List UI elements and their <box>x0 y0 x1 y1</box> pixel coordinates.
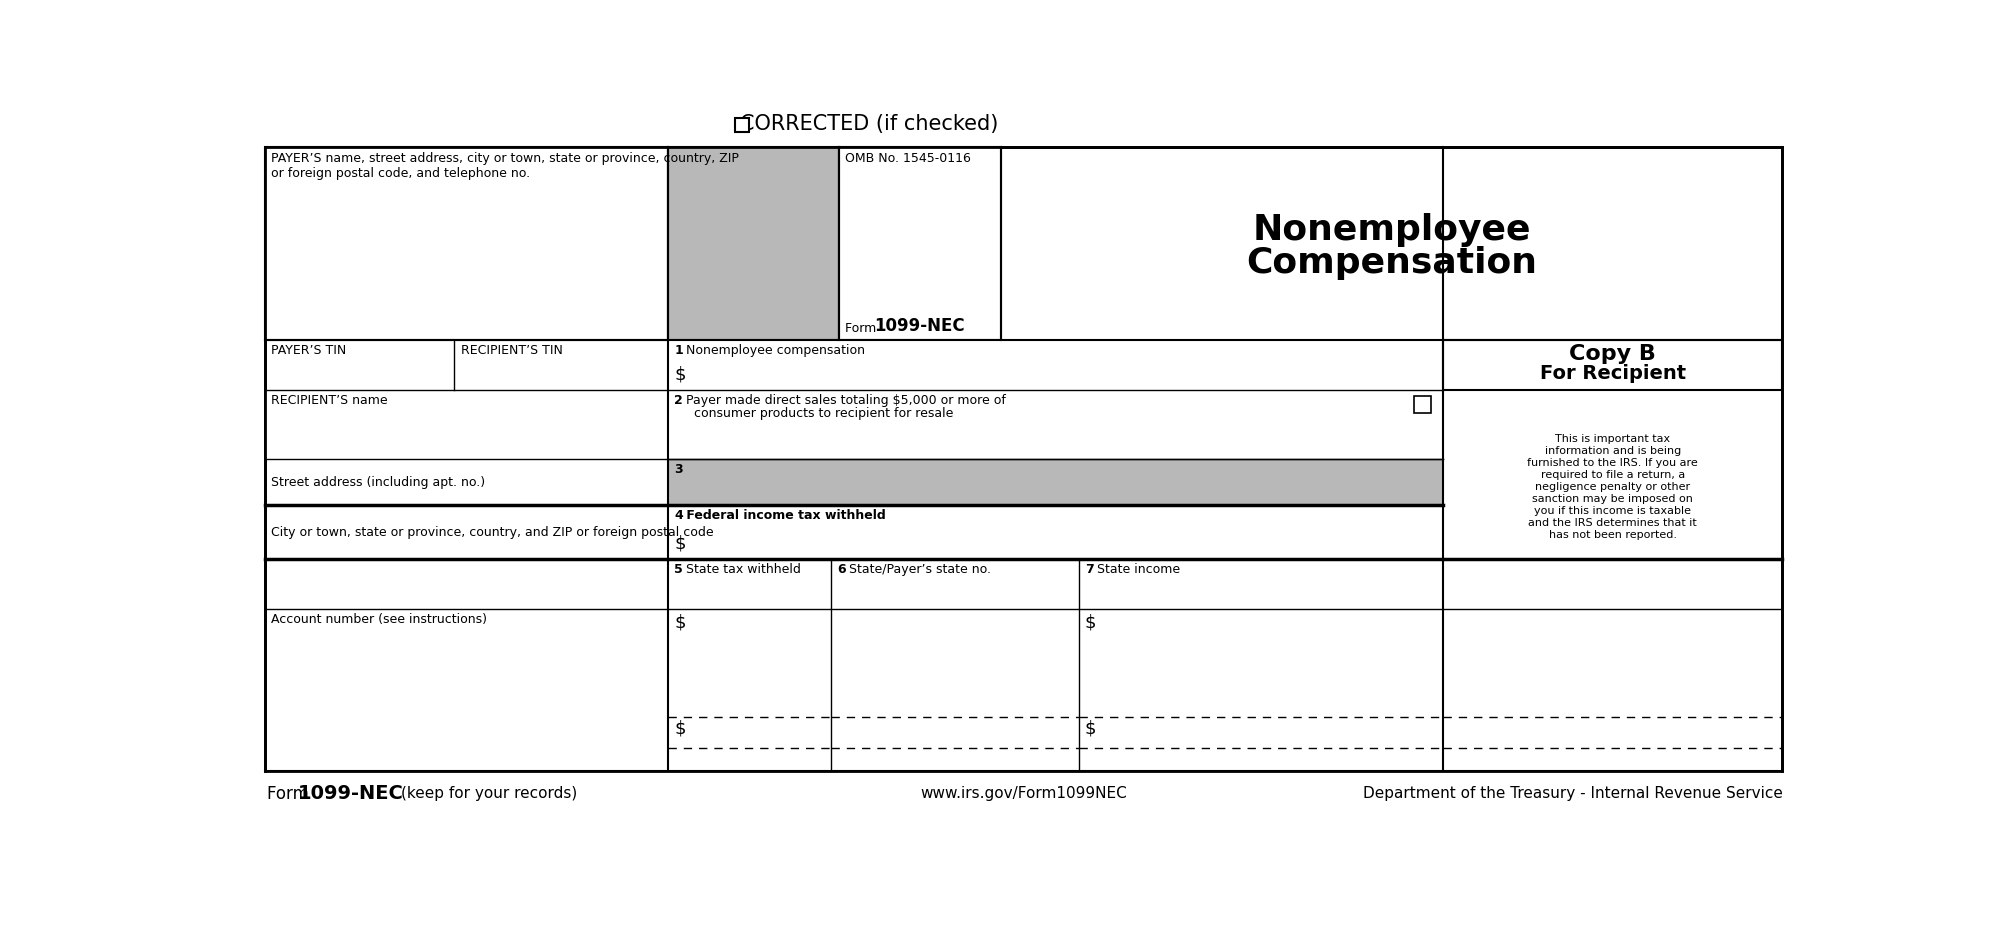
Text: $: $ <box>675 613 687 631</box>
Text: furnished to the IRS. If you are: furnished to the IRS. If you are <box>1527 458 1699 468</box>
Bar <box>735 117 748 131</box>
Text: $: $ <box>675 365 687 384</box>
Text: OMB No. 1545-0116: OMB No. 1545-0116 <box>844 152 970 165</box>
Text: www.irs.gov/Form1099NEC: www.irs.gov/Form1099NEC <box>920 786 1128 801</box>
Bar <box>838 147 1002 339</box>
Text: (keep for your records): (keep for your records) <box>401 786 577 801</box>
Bar <box>669 505 1443 559</box>
Text: 2: 2 <box>675 394 683 407</box>
Text: required to file a return, a: required to file a return, a <box>1541 470 1685 480</box>
Text: PAYER’S TIN: PAYER’S TIN <box>271 343 347 356</box>
Text: RECIPIENT’S TIN: RECIPIENT’S TIN <box>461 343 563 356</box>
Text: State income: State income <box>1092 563 1180 576</box>
Text: State/Payer’s state no.: State/Payer’s state no. <box>844 563 990 576</box>
Text: 1099-NEC: 1099-NEC <box>297 784 403 804</box>
Text: negligence penalty or other: negligence penalty or other <box>1535 482 1691 492</box>
Text: Federal income tax withheld: Federal income tax withheld <box>683 509 886 522</box>
Text: 6: 6 <box>836 563 846 576</box>
Text: 1099-NEC: 1099-NEC <box>874 317 964 335</box>
Bar <box>1443 339 1782 389</box>
Text: City or town, state or province, country, and ZIP or foreign postal code: City or town, state or province, country… <box>271 525 715 538</box>
Text: Form: Form <box>267 785 313 803</box>
Bar <box>669 147 838 339</box>
Bar <box>265 389 669 459</box>
Text: CORRECTED (if checked): CORRECTED (if checked) <box>741 114 998 134</box>
Bar <box>1413 396 1431 413</box>
Bar <box>669 339 1443 389</box>
Text: $: $ <box>1086 720 1096 737</box>
Bar <box>669 459 1443 505</box>
Text: $: $ <box>675 535 687 553</box>
Text: State tax withheld: State tax withheld <box>683 563 800 576</box>
Text: and the IRS determines that it: and the IRS determines that it <box>1529 518 1697 528</box>
Text: 3: 3 <box>675 462 683 475</box>
Text: Copy B: Copy B <box>1569 343 1657 364</box>
Text: 7: 7 <box>1086 563 1094 576</box>
Text: Account number (see instructions): Account number (see instructions) <box>271 613 487 626</box>
Text: information and is being: information and is being <box>1545 447 1681 456</box>
Bar <box>265 147 669 339</box>
Text: Department of the Treasury - Internal Revenue Service: Department of the Treasury - Internal Re… <box>1363 786 1782 801</box>
Text: has not been reported.: has not been reported. <box>1549 530 1677 540</box>
Text: $: $ <box>1086 613 1096 631</box>
Text: Compensation: Compensation <box>1246 246 1537 280</box>
Text: $: $ <box>675 720 687 737</box>
Text: you if this income is taxable: you if this income is taxable <box>1535 506 1691 516</box>
Text: consumer products to recipient for resale: consumer products to recipient for resal… <box>683 407 954 420</box>
Text: Street address (including apt. no.): Street address (including apt. no.) <box>271 475 485 488</box>
Text: RECIPIENT’S name: RECIPIENT’S name <box>271 394 387 407</box>
Text: This is important tax: This is important tax <box>1555 435 1671 444</box>
Text: Payer made direct sales totaling $5,000 or more of: Payer made direct sales totaling $5,000 … <box>683 394 1006 407</box>
Text: For Recipient: For Recipient <box>1539 364 1687 383</box>
Text: 5: 5 <box>675 563 683 576</box>
Text: Nonemployee compensation: Nonemployee compensation <box>683 343 864 356</box>
Text: Nonemployee: Nonemployee <box>1253 213 1531 247</box>
Text: 1: 1 <box>675 343 683 356</box>
Text: 4: 4 <box>675 509 683 522</box>
Text: PAYER’S name, street address, city or town, state or province, country, ZIP: PAYER’S name, street address, city or to… <box>271 152 739 165</box>
Text: Form: Form <box>844 322 880 335</box>
Bar <box>265 147 1782 771</box>
Text: or foreign postal code, and telephone no.: or foreign postal code, and telephone no… <box>271 167 531 180</box>
Text: sanction may be imposed on: sanction may be imposed on <box>1533 494 1693 504</box>
Bar <box>669 389 1443 459</box>
